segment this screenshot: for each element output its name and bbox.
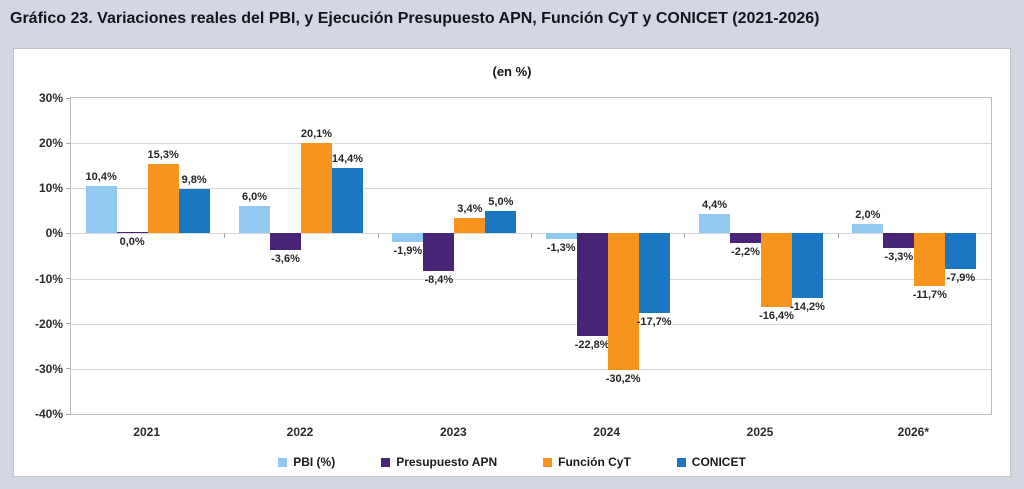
bar-value-label: -30,2% bbox=[605, 372, 641, 385]
bar-funci-n-cyt-2026 bbox=[914, 233, 946, 287]
y-axis-tick bbox=[66, 278, 71, 280]
y-axis-tick-label: 0% bbox=[45, 226, 63, 241]
bar-conicet-2021 bbox=[178, 189, 210, 234]
bar-value-label: -1,3% bbox=[546, 242, 576, 255]
y-axis-tick bbox=[66, 187, 71, 189]
bar-pbi-2021 bbox=[85, 186, 117, 234]
bar-presupuesto-apn-2021 bbox=[116, 232, 148, 234]
y-axis-tick-label: 10% bbox=[38, 181, 63, 196]
y-axis-tick bbox=[66, 232, 71, 234]
x-axis-label-2026: 2026* bbox=[897, 425, 930, 439]
y-axis-tick-label: -10% bbox=[34, 271, 63, 286]
bar-conicet-2022 bbox=[332, 168, 363, 234]
bar-conicet-2026 bbox=[945, 233, 977, 270]
bar-presupuesto-apn-2023 bbox=[423, 233, 455, 272]
bar-value-label: 9,8% bbox=[181, 174, 207, 187]
bar-value-label: 20,1% bbox=[300, 127, 333, 140]
bar-value-label: 2,0% bbox=[855, 209, 881, 222]
legend-label: Función CyT bbox=[558, 455, 631, 469]
x-axis-tick bbox=[377, 233, 379, 239]
gridline bbox=[71, 188, 991, 190]
bar-funci-n-cyt-2024 bbox=[607, 233, 639, 370]
legend-label: PBI (%) bbox=[293, 455, 336, 469]
x-axis-label-2023: 2023 bbox=[439, 425, 467, 439]
bar-value-label: 6,0% bbox=[241, 191, 268, 204]
x-axis-tick bbox=[837, 233, 839, 239]
bar-conicet-2023 bbox=[485, 210, 517, 234]
bar-funci-n-cyt-2025 bbox=[761, 233, 792, 308]
y-axis-tick-label: -20% bbox=[34, 316, 63, 331]
bar-value-label: -2,2% bbox=[731, 246, 760, 259]
y-axis-tick bbox=[66, 413, 71, 415]
legend-label: Presupuesto APN bbox=[396, 455, 498, 469]
bar-value-label: 5,0% bbox=[488, 195, 514, 208]
bar-value-label: -14,2% bbox=[790, 300, 825, 313]
bar-presupuesto-apn-2026 bbox=[883, 233, 915, 249]
legend-swatch-icon bbox=[381, 457, 391, 467]
bar-value-label: 15,3% bbox=[147, 149, 179, 162]
y-axis-tick bbox=[66, 323, 71, 325]
y-axis-tick-label: 30% bbox=[38, 91, 63, 105]
legend: PBI (%) Presupuesto APN Función CyT CONICET bbox=[14, 452, 1010, 472]
y-axis-tick-label: -40% bbox=[34, 407, 63, 421]
bar-value-label: -17,7% bbox=[636, 316, 672, 329]
gridline bbox=[71, 278, 991, 280]
y-axis-tick bbox=[66, 142, 71, 144]
bar-presupuesto-apn-2024 bbox=[576, 233, 608, 337]
bar-pbi-2026 bbox=[852, 224, 884, 234]
bar-value-label: 4,4% bbox=[701, 198, 728, 211]
legend-swatch-icon bbox=[676, 457, 686, 467]
x-axis-tick bbox=[684, 233, 686, 239]
bar-funci-n-cyt-2023 bbox=[454, 218, 486, 234]
x-axis-tick bbox=[531, 233, 532, 239]
gridline bbox=[71, 368, 991, 370]
bar-value-label: -8,4% bbox=[424, 274, 454, 287]
bar-value-label: 10,4% bbox=[85, 171, 117, 184]
bar-presupuesto-apn-2025 bbox=[730, 233, 761, 244]
gridline bbox=[71, 323, 991, 325]
bar-value-label: -11,7% bbox=[912, 289, 947, 302]
chart-heading: Gráfico 23. Variaciones reales del PBI, … bbox=[10, 10, 820, 27]
legend-item-conicet: CONICET bbox=[676, 455, 746, 469]
x-axis-label-2025: 2025 bbox=[746, 425, 774, 439]
bar-value-label: -7,9% bbox=[946, 272, 976, 285]
y-axis-tick bbox=[66, 97, 71, 99]
legend-label: CONICET bbox=[691, 455, 746, 469]
bar-value-label: -1,9% bbox=[393, 245, 423, 257]
legend-item-pbi: PBI (%) bbox=[278, 455, 335, 469]
chart-panel: (en %) 30% 20% 10% 0% -10% -20% -30% -40% 10,4% 0… bbox=[13, 48, 1011, 477]
x-axis-label-2021: 2021 bbox=[133, 425, 160, 439]
bar-conicet-2025 bbox=[792, 233, 823, 298]
y-axis-tick-label: -30% bbox=[34, 361, 63, 376]
legend-swatch-icon bbox=[278, 457, 288, 467]
plot-area: 30% 20% 10% 0% -10% -20% -30% -40% 10,4% 0,0% 15,3… bbox=[35, 91, 992, 421]
bar-presupuesto-apn-2022 bbox=[270, 233, 301, 250]
bar-pbi-2024 bbox=[545, 233, 577, 240]
gridline bbox=[71, 143, 991, 145]
bar-value-label: -3,6% bbox=[271, 252, 300, 265]
bar-pbi-2025 bbox=[699, 213, 730, 234]
y-axis-tick-label: 20% bbox=[38, 136, 63, 151]
bar-value-label: -16,4% bbox=[759, 310, 794, 323]
x-axis-labels: 2021 2022 2023 2024 2025 2026* bbox=[70, 425, 990, 441]
legend-swatch-icon bbox=[543, 457, 553, 467]
x-axis-tick bbox=[224, 233, 226, 239]
legend-item-funci-n-cyt: Función CyT bbox=[543, 455, 631, 469]
bar-conicet-2024 bbox=[638, 233, 670, 314]
bar-value-label: -22,8% bbox=[574, 339, 610, 352]
bar-pbi-2022 bbox=[239, 206, 270, 234]
bar-value-label: -3,3% bbox=[884, 251, 914, 264]
legend-item-presupuesto-apn: Presupuesto APN bbox=[381, 455, 497, 469]
bar-funci-n-cyt-2021 bbox=[147, 164, 179, 234]
bar-value-label: 14,4% bbox=[331, 153, 364, 166]
x-axis-label-2022: 2022 bbox=[286, 425, 314, 439]
x-axis-label-2024: 2024 bbox=[593, 425, 620, 439]
chart-subtitle: (en %) bbox=[492, 64, 532, 79]
bar-value-label: 3,4% bbox=[457, 203, 483, 216]
bar-funci-n-cyt-2022 bbox=[301, 142, 332, 234]
bar-value-label: 0,0% bbox=[119, 236, 145, 249]
y-axis-tick bbox=[66, 368, 71, 370]
bar-pbi-2023 bbox=[392, 233, 424, 242]
